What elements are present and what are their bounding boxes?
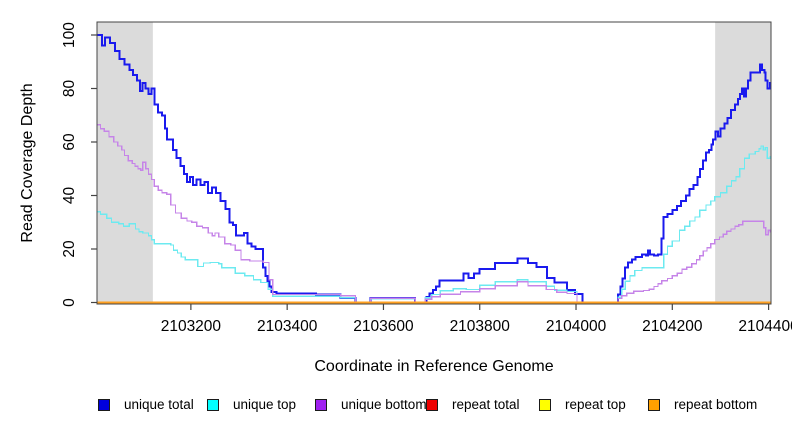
x-tick-label: 2103200	[161, 318, 222, 335]
y-axis-title: Read Coverage Depth	[19, 83, 36, 243]
series-unique-bottom	[97, 123, 771, 304]
series-unique-total	[97, 34, 771, 304]
y-tick-label: 0	[61, 298, 78, 307]
x-tick-label: 2103600	[353, 318, 414, 335]
y-tick-label: 20	[61, 240, 78, 258]
y-tick-label: 40	[61, 187, 78, 205]
series-unique-top	[97, 145, 771, 304]
y-tick-label: 100	[61, 22, 78, 48]
y-tick-label: 80	[61, 80, 78, 98]
x-tick-label: 2103400	[257, 318, 318, 335]
shaded-region-0	[97, 22, 153, 304]
x-axis-title: Coordinate in Reference Genome	[314, 358, 554, 375]
plot-box	[96, 21, 772, 305]
x-tick-label: 2104200	[642, 318, 703, 335]
y-tick-label: 60	[61, 133, 78, 151]
x-tick-label: 2104000	[546, 318, 607, 335]
x-tick-label: 2103800	[450, 318, 511, 335]
